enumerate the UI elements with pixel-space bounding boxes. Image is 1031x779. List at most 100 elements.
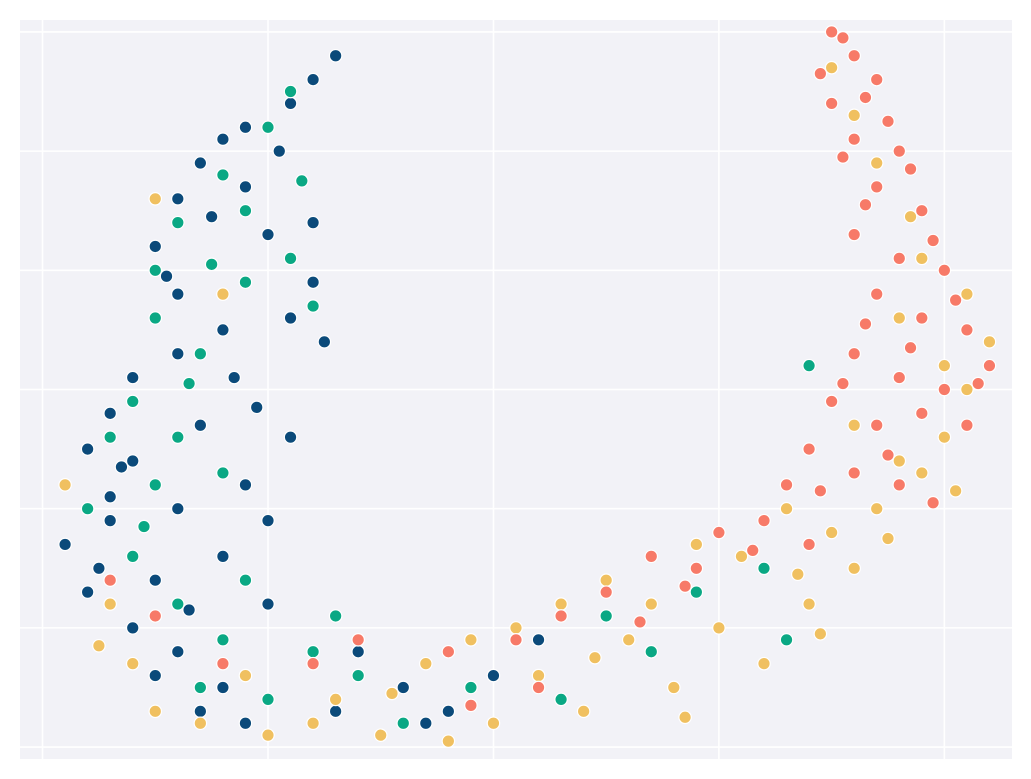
data-point — [103, 513, 117, 528]
data-point — [892, 144, 907, 158]
data-point — [802, 537, 816, 552]
data-point — [847, 108, 861, 123]
data-point — [137, 519, 151, 534]
data-point — [689, 561, 704, 576]
data-point — [757, 513, 771, 528]
data-point — [813, 484, 828, 498]
data-point — [58, 478, 72, 492]
data-point — [238, 668, 253, 683]
data-point — [982, 335, 997, 349]
data-point — [858, 317, 873, 331]
data-point — [576, 704, 591, 719]
data-point — [171, 287, 185, 301]
data-point — [858, 90, 873, 105]
data-point — [644, 549, 659, 564]
data-point — [216, 633, 230, 647]
data-point — [171, 346, 185, 361]
series-2 — [58, 60, 997, 748]
data-point — [351, 633, 365, 647]
data-point — [238, 573, 253, 588]
data-point — [464, 680, 478, 695]
data-point — [937, 382, 952, 397]
data-point — [847, 227, 861, 242]
data-point — [261, 120, 275, 135]
data-point — [114, 460, 129, 474]
data-point — [824, 394, 839, 409]
data-point — [261, 513, 275, 528]
data-point — [306, 644, 320, 659]
data-point — [903, 162, 918, 176]
data-point — [960, 418, 974, 433]
data-point — [813, 627, 828, 641]
data-point — [171, 644, 185, 659]
data-point — [283, 251, 298, 266]
data-point — [971, 376, 985, 391]
data-point — [193, 716, 208, 731]
data-point — [757, 561, 771, 576]
data-point — [261, 728, 275, 742]
data-point — [937, 430, 952, 444]
data-point — [892, 370, 907, 385]
data-point — [588, 650, 602, 665]
data-point — [328, 609, 343, 623]
data-point — [757, 656, 771, 671]
data-point — [441, 644, 456, 659]
data-point — [193, 704, 208, 719]
data-point — [396, 680, 411, 695]
data-point — [836, 31, 850, 45]
data-point — [182, 376, 196, 391]
data-point — [881, 448, 895, 462]
data-point — [148, 239, 163, 254]
data-point — [125, 370, 140, 385]
data-point — [171, 597, 185, 611]
data-point — [869, 180, 884, 194]
data-point — [531, 680, 546, 695]
data-point — [204, 209, 219, 224]
data-point — [103, 430, 117, 444]
data-point — [193, 346, 208, 361]
data-point — [847, 561, 861, 576]
data-point — [509, 621, 523, 635]
data-point — [869, 418, 884, 433]
data-point — [915, 203, 929, 218]
data-point — [171, 191, 185, 206]
data-point — [881, 114, 895, 129]
data-point — [486, 668, 501, 683]
data-point — [915, 251, 929, 266]
data-point — [982, 358, 997, 373]
data-point — [689, 537, 704, 552]
data-point — [419, 656, 433, 671]
data-point — [216, 656, 230, 671]
data-point — [80, 442, 95, 456]
data-point — [306, 72, 320, 87]
data-point — [779, 501, 794, 516]
data-point — [847, 48, 861, 63]
data-point — [182, 603, 196, 617]
data-point — [869, 287, 884, 301]
data-point — [824, 60, 839, 75]
data-point — [960, 323, 974, 337]
data-point — [554, 692, 568, 707]
data-point — [80, 501, 95, 516]
data-point — [599, 585, 613, 599]
data-point — [892, 251, 907, 266]
data-point — [351, 644, 365, 659]
data-point — [261, 597, 275, 611]
data-point — [836, 376, 850, 391]
data-point — [328, 48, 343, 63]
data-point — [847, 346, 861, 361]
data-point — [238, 180, 253, 194]
data-point — [667, 680, 681, 695]
data-point — [441, 734, 456, 748]
data-point — [171, 501, 185, 516]
data-point — [847, 466, 861, 480]
data-point — [948, 484, 963, 498]
data-point — [317, 335, 332, 349]
data-point — [813, 66, 828, 81]
data-point — [745, 543, 760, 558]
data-point — [712, 621, 726, 635]
data-point — [103, 489, 117, 504]
data-point — [125, 549, 140, 564]
data-point — [249, 400, 264, 415]
data-point — [915, 466, 929, 480]
